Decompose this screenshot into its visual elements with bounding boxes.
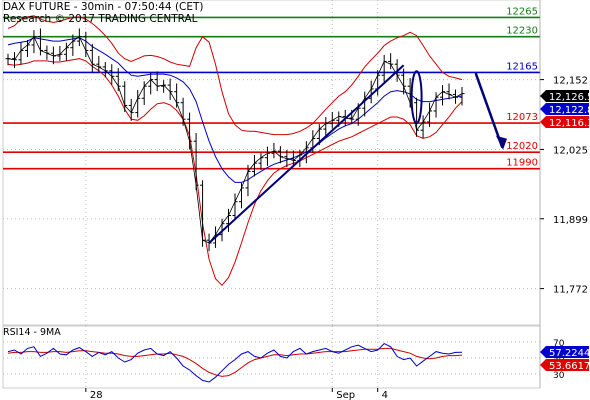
y-tick-label: 11,899: [553, 215, 588, 226]
rsi-ma-line: [7, 347, 463, 377]
moving-average-line: [7, 37, 463, 183]
level-label: 12165: [506, 61, 538, 72]
ellipse-marker: [410, 70, 423, 125]
level-label: 12020: [506, 141, 538, 152]
price-tags: 12,126.5 12,122.8 12,116.3: [540, 90, 590, 129]
chart-title: DAX FUTURE - 30min - 07:50:44 (CET): [3, 1, 204, 13]
y-tick-label: 12,025: [553, 145, 588, 156]
level-label: 12073: [506, 112, 538, 123]
trendline: [208, 64, 405, 244]
x-tick-label: 28: [90, 390, 103, 400]
rsi-line: [7, 342, 463, 383]
rsi-title: RSI14 - 9MA: [3, 327, 61, 338]
level-label: 12265: [506, 6, 538, 17]
y-tick-label: 12,152: [553, 76, 588, 87]
x-tick-label: 4: [382, 390, 388, 400]
annotations: [208, 64, 507, 244]
rsi-value-tag: [540, 346, 589, 358]
moving-average: [7, 37, 463, 183]
level-label: 12230: [506, 26, 538, 37]
x-tick-label: Sep: [336, 390, 355, 400]
level-label: 11990: [506, 158, 538, 169]
price-tag-label: 12,126.5: [549, 92, 590, 103]
price-axis: 12,152 12,025 11,899 11,772: [539, 0, 588, 388]
rsi-series: 57.2244 53.6617: [7, 342, 590, 383]
level-lines: 12265 12230 12165 12073 12020 11990: [3, 6, 540, 170]
copyright-text: Research © 2017 TRADING CENTRAL: [3, 13, 198, 25]
rsi-tick-label: 30: [553, 371, 565, 381]
rsi-value-tag: [540, 359, 589, 371]
rsi-value-tag-label: 57.2244: [549, 348, 590, 359]
rsi-tick-label: 70: [553, 339, 565, 349]
main-grid: [2, 0, 541, 326]
rsi-panel-frame: [2, 325, 541, 389]
price-tag-label: 12,116.3: [549, 118, 590, 129]
forecast-arrow-shaft: [474, 72, 504, 148]
price-series: [5, 28, 465, 252]
bollinger-lower: [7, 58, 463, 287]
y-tick-label: 11,772: [553, 285, 588, 296]
price-close-line: [7, 35, 463, 244]
time-axis: 28 Sep 4: [85, 388, 388, 400]
price-tag: [540, 116, 589, 128]
bollinger-upper: [7, 15, 463, 136]
price-tag: [540, 103, 589, 115]
forecast-arrow-head: [496, 135, 507, 150]
rsi-value-tag-label: 53.6617: [549, 361, 590, 372]
price-tag: [540, 90, 589, 102]
bollinger-bands: [7, 15, 463, 287]
main-panel-frame: [2, 0, 541, 326]
price-tag-label: 12,122.8: [549, 105, 590, 116]
